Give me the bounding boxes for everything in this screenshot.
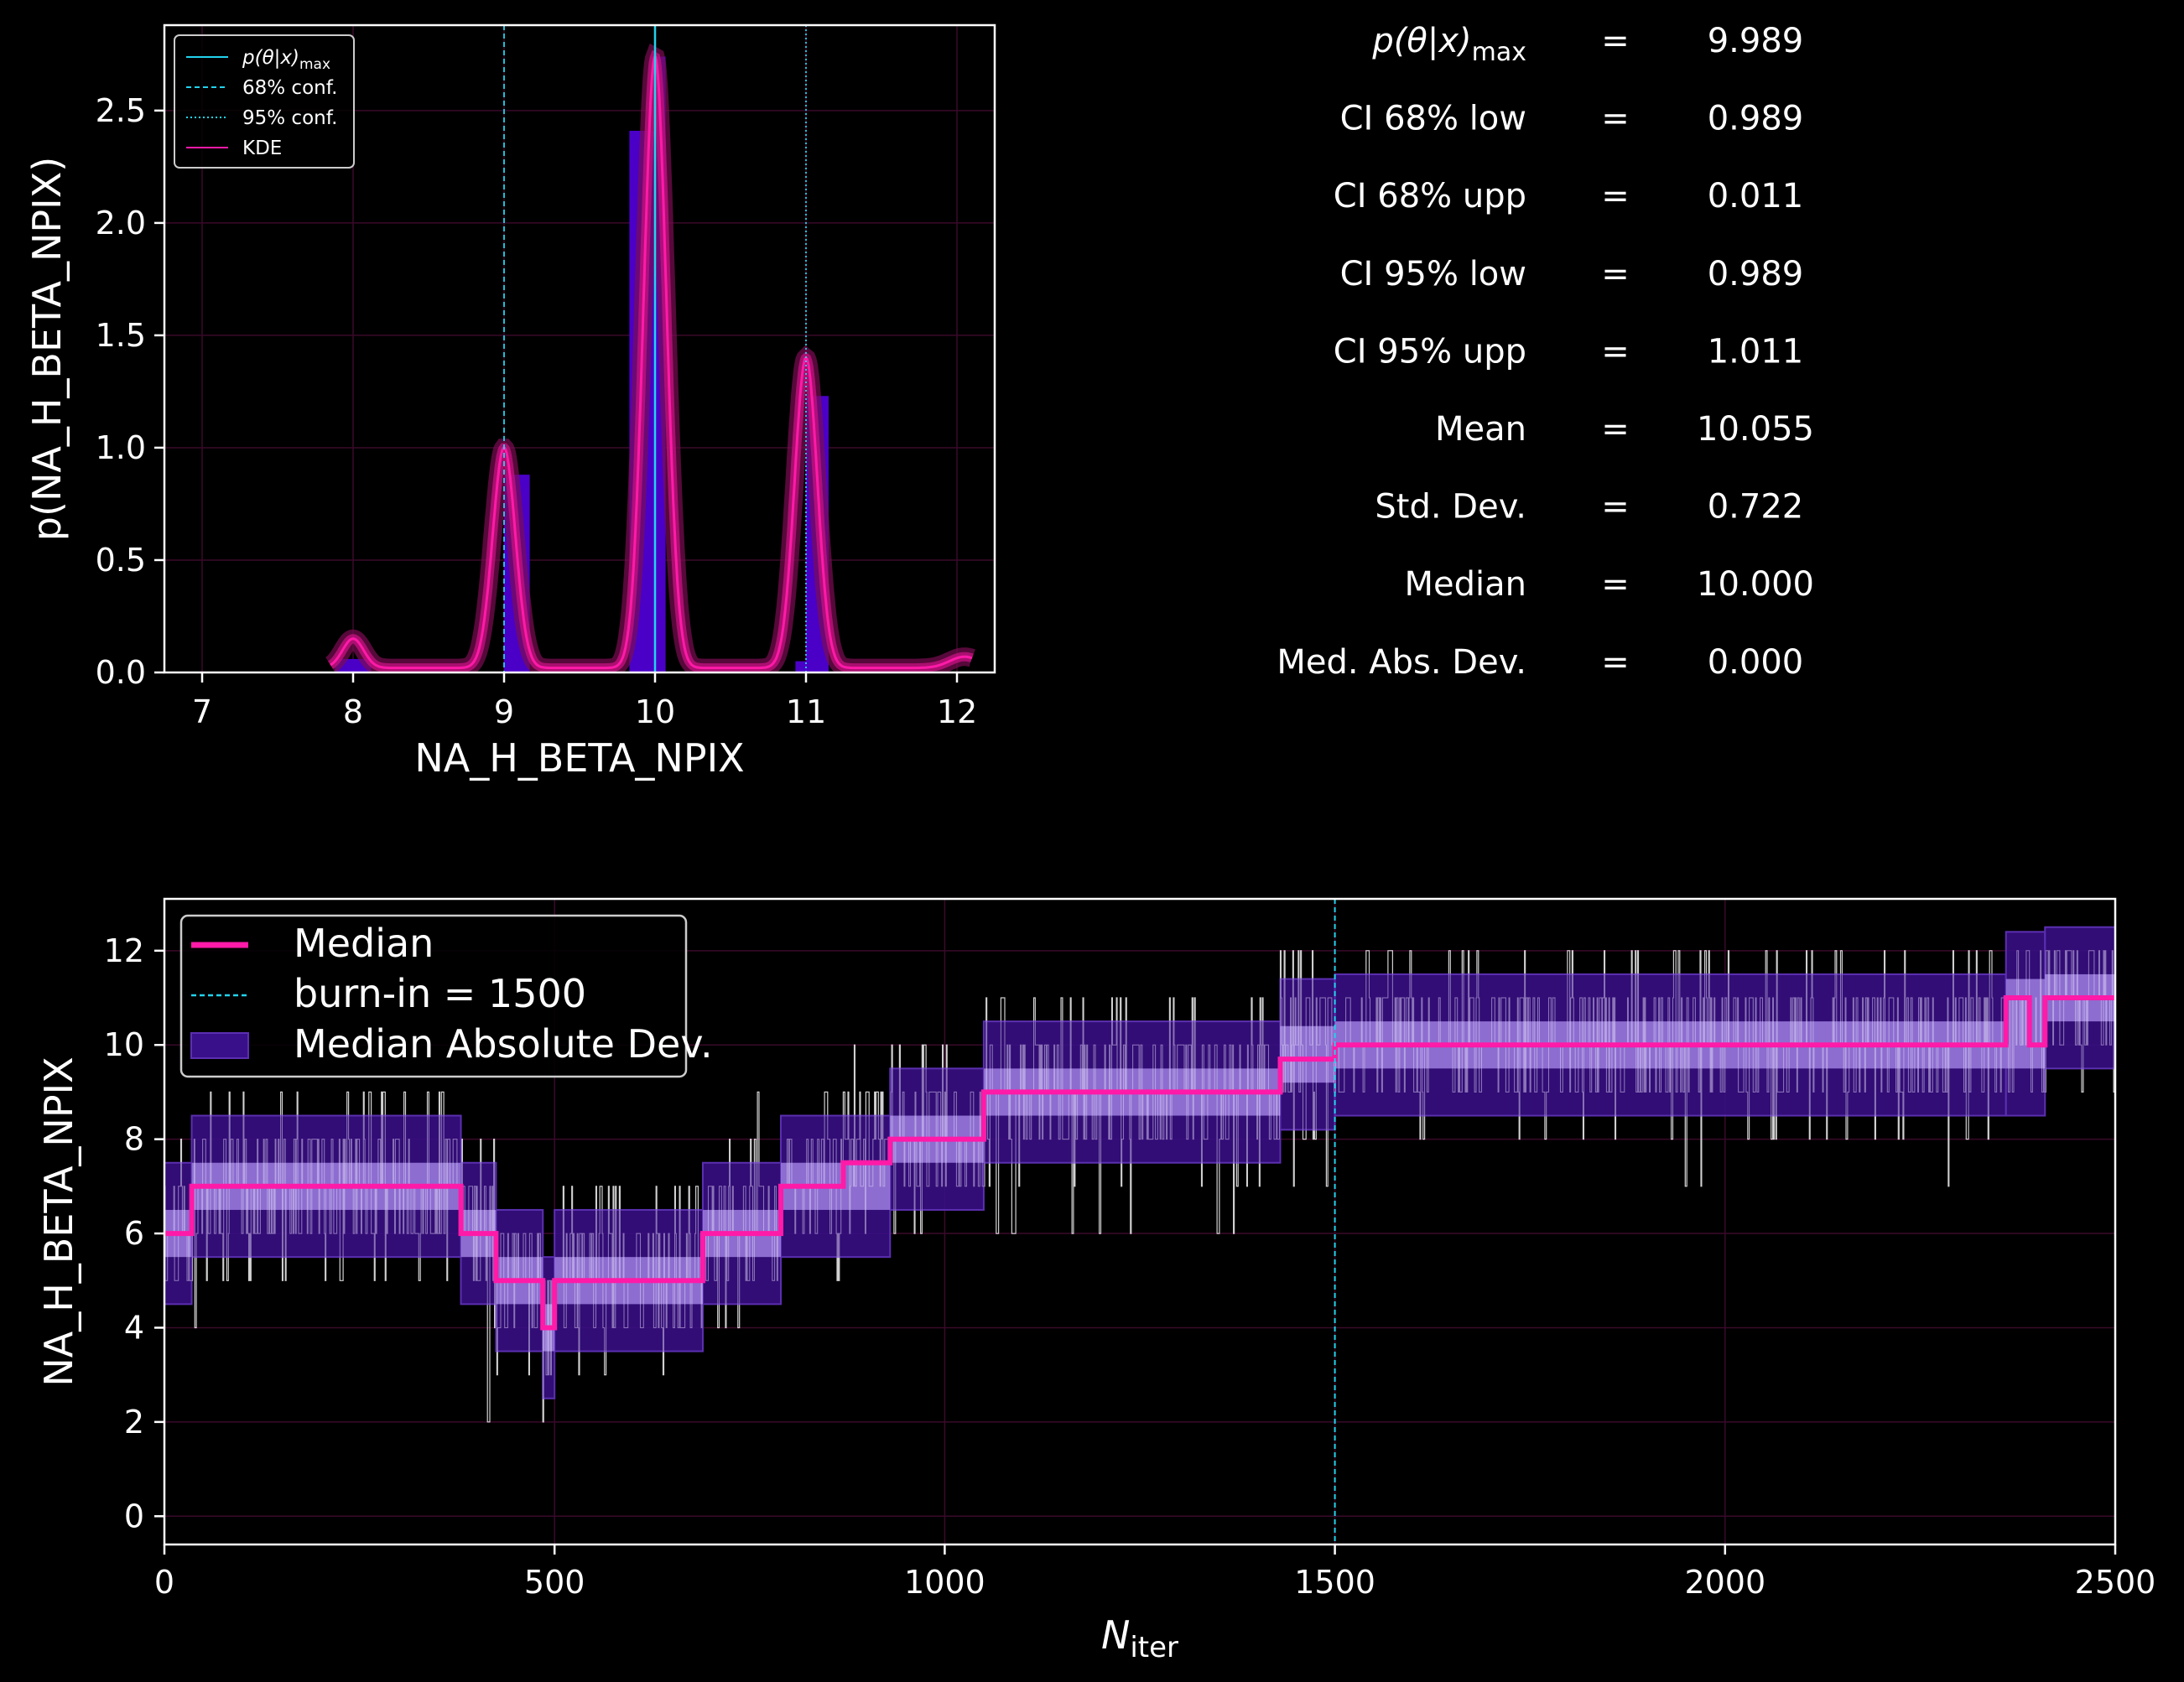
stat-value: 1.011 — [1708, 332, 1804, 371]
stat-value: 0.722 — [1708, 488, 1804, 527]
trace-y-tick-label: 10 — [104, 1026, 144, 1063]
stat-value: 10.055 — [1697, 410, 1814, 449]
histogram-y-tick-label: 2.0 — [96, 205, 146, 241]
stat-equals: = — [1601, 255, 1630, 293]
stat-value: 0.000 — [1708, 643, 1804, 682]
trace-legend: Median burn-in = 1500 Median Absolute De… — [179, 914, 713, 1078]
mad-band-inner — [2005, 979, 2046, 1069]
trace-x-tick-label: 2000 — [1684, 1564, 1765, 1601]
histogram-legend-label: p(θ|x)max — [242, 47, 330, 73]
confidence-lines — [503, 25, 807, 672]
histogram-x-axis-label: NA_H_BETA_NPIX — [414, 735, 744, 781]
histogram-panel: 7 8 9 10 11 12 0.0 0.5 1.0 1.5 2.0 2.5 NA_H_BETA_NP… — [24, 23, 996, 781]
trace-y-tick-label: 2 — [124, 1404, 144, 1441]
trace-x-tick-label: 1500 — [1294, 1564, 1375, 1601]
histogram-x-tick-label: 12 — [937, 693, 977, 730]
histogram-y-tick-label: 2.5 — [96, 92, 146, 129]
histogram-y-tick-label: 0.5 — [96, 542, 146, 579]
trace-panel: 0 500 1000 1500 2000 2500 0 2 4 6 8 10 12 Niter NA_H… — [36, 897, 2156, 1664]
stat-equals: = — [1601, 177, 1630, 215]
trace-ticks: 0 500 1000 1500 2000 2500 0 2 4 6 8 10 12 — [104, 932, 2156, 1601]
median-step-line — [164, 995, 2115, 1331]
stat-equals: = — [1601, 22, 1630, 60]
stat-value: 0.011 — [1708, 177, 1804, 215]
histogram-y-tick-label: 0.0 — [96, 654, 146, 691]
histogram-ticks: 7 8 9 10 11 12 0.0 0.5 1.0 1.5 2.0 2.5 — [96, 92, 978, 730]
stat-label: Med. Abs. Dev. — [1277, 643, 1526, 682]
legend-median-label: Median — [294, 921, 434, 966]
histogram-legend-label: KDE — [242, 138, 282, 159]
kde-curve — [325, 43, 975, 672]
trace-y-tick-label: 6 — [124, 1215, 144, 1252]
statistics-table: p(θ|x)max = 9.989 CI 68% low = 0.989 CI 68% up… — [1277, 22, 1814, 682]
histogram-legend: p(θ|x)max 68% conf. 95% conf. KDE — [174, 34, 355, 169]
trace-x-tick-label: 0 — [154, 1564, 174, 1601]
trace-y-axis-label: NA_H_BETA_NPIX — [36, 1056, 81, 1386]
histogram-y-axis-label: p(NA_H_BETA_NPIX) — [24, 157, 70, 541]
stat-label: CI 68% low — [1340, 100, 1526, 138]
stat-equals: = — [1601, 100, 1630, 138]
stat-label: Median — [1405, 565, 1527, 604]
histogram-x-tick-label: 9 — [494, 693, 514, 730]
trace-y-tick-label: 4 — [124, 1309, 144, 1346]
histogram-axes-frame — [163, 23, 996, 674]
histogram-x-tick-label: 7 — [192, 693, 212, 730]
histogram-x-tick-label: 8 — [343, 693, 363, 730]
histogram-bar — [795, 661, 806, 672]
stat-value: 10.000 — [1697, 565, 1814, 604]
trace-y-tick-label: 12 — [104, 932, 144, 969]
stat-label: CI 68% upp — [1334, 177, 1526, 215]
kde-line — [330, 55, 973, 670]
legend-mad-swatch — [190, 1032, 249, 1059]
trace-x-tick-label: 2500 — [2075, 1564, 2156, 1601]
stat-value: 0.989 — [1708, 100, 1804, 138]
legend-burnin-label: burn-in = 1500 — [294, 971, 586, 1016]
trace-y-tick-label: 8 — [124, 1121, 144, 1158]
stat-label: p(θ|x)max — [1371, 22, 1526, 67]
trace-x-axis-label: Niter — [1101, 1612, 1178, 1664]
histogram-y-tick-label: 1.0 — [96, 429, 146, 466]
legend-mad-label: Median Absolute Dev. — [294, 1021, 713, 1067]
stat-equals: = — [1601, 410, 1630, 449]
mad-band-inner — [1280, 1025, 1335, 1083]
histogram-bars — [335, 56, 829, 672]
trace-x-label-main: N — [1101, 1612, 1130, 1658]
trace-x-tick-label: 1000 — [904, 1564, 985, 1601]
histogram-x-tick-label: 11 — [786, 693, 826, 730]
histogram-legend-label: 68% conf. — [242, 77, 337, 99]
stat-label: Mean — [1435, 410, 1526, 449]
stat-label: CI 95% low — [1340, 255, 1526, 293]
trace-x-tick-label: 500 — [524, 1564, 585, 1601]
stat-label: CI 95% upp — [1334, 332, 1526, 371]
trace-y-tick-label: 0 — [124, 1498, 144, 1534]
stat-value: 9.989 — [1708, 22, 1804, 60]
trace-axes-frame — [163, 897, 2117, 1546]
median-line — [164, 995, 2115, 1331]
stat-label: Std. Dev. — [1375, 488, 1526, 527]
stat-value: 0.989 — [1708, 255, 1804, 293]
stat-equals: = — [1601, 488, 1630, 527]
stat-equals: = — [1601, 565, 1630, 604]
histogram-legend-label: 95% conf. — [242, 107, 337, 129]
histogram-y-tick-label: 1.5 — [96, 317, 146, 354]
histogram-x-tick-label: 10 — [635, 693, 675, 730]
stat-equals: = — [1601, 643, 1630, 682]
stat-equals: = — [1601, 332, 1630, 371]
trace-x-label-sub: iter — [1130, 1631, 1178, 1664]
